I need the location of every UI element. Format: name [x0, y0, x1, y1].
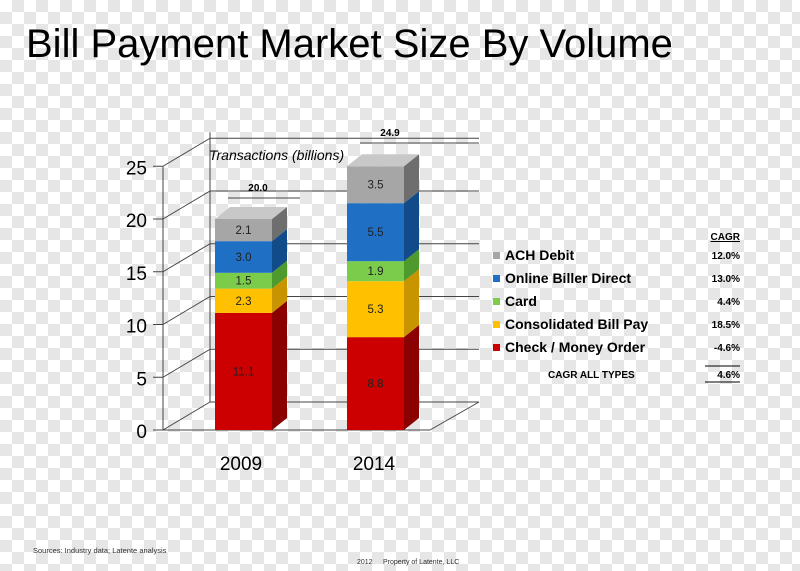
footer-year: 2012	[357, 559, 373, 566]
gridline-depth	[162, 296, 211, 325]
legend-label: ACH Debit	[505, 247, 575, 263]
y-axis: 0 5 10 15 20 25	[126, 158, 163, 443]
data-label: 3.0	[236, 252, 252, 264]
bar-segment	[347, 281, 404, 338]
gridline-depth	[162, 137, 211, 167]
gridline-depth	[162, 348, 211, 378]
y-tick-label: 0	[136, 422, 147, 443]
chart-annotation: Transactions (billions)	[209, 147, 344, 163]
cagr-value: 12.0%	[712, 251, 740, 262]
footer-sources: Sources: Industry data; Latente analysis	[33, 546, 167, 555]
data-label: 1.5	[236, 276, 252, 288]
data-label: 1.9	[368, 266, 384, 278]
bar-segment-side	[404, 154, 419, 204]
bars: 11.1 2.3 1.5 3.0 2.1 20.0 8.8 5.3 1.9 5.5 3.5 24.9	[215, 128, 479, 430]
legend-swatch	[493, 298, 500, 305]
bar-segment	[347, 337, 404, 430]
legend-label: Consolidated Bill Pay	[505, 316, 648, 332]
bar-segment-side	[404, 269, 419, 338]
cagr-header: CAGR	[711, 232, 741, 243]
bar-segment	[215, 312, 272, 430]
bar-segment	[347, 261, 404, 282]
floor-right-edge	[429, 401, 480, 431]
data-label: 2.1	[236, 225, 252, 237]
chart-frame	[162, 132, 480, 431]
cagr-all-label: CAGR ALL TYPES	[548, 370, 635, 381]
data-label: 2.3	[236, 296, 252, 308]
legend: CAGR ACH Debit 12.0% Online Biller Direct 13…	[493, 232, 741, 383]
bar-segment	[347, 203, 404, 262]
data-label: 8.8	[368, 379, 384, 391]
x-axis: 2009 2014	[220, 454, 396, 475]
bar-top	[347, 154, 419, 167]
bar-segment-side	[272, 276, 287, 313]
bar-segment-side	[272, 260, 287, 289]
data-label: 5.5	[368, 227, 384, 239]
legend-label: Check / Money Order	[505, 339, 646, 355]
bar-segment	[215, 241, 272, 273]
total-label: 24.9	[380, 128, 400, 139]
footer-property: Property of Latente, LLC	[383, 559, 459, 566]
x-tick-label: 2009	[220, 454, 262, 475]
legend-label: Card	[505, 293, 537, 309]
gridline-depth	[162, 190, 211, 220]
bar-segment	[215, 219, 272, 242]
bar-segment	[347, 166, 404, 204]
y-tick-label: 5	[136, 369, 147, 390]
legend-label: Online Biller Direct	[505, 270, 631, 286]
data-label: 11.1	[233, 366, 255, 378]
bar-segment-side	[404, 325, 419, 430]
cagr-value: 4.4%	[717, 297, 740, 308]
legend-swatch	[493, 252, 500, 259]
cagr-value: 13.0%	[712, 274, 740, 285]
gridline-depth	[162, 401, 211, 431]
y-tick-label: 20	[126, 211, 147, 232]
cagr-value: -4.6%	[714, 343, 740, 354]
y-tick-label: 25	[126, 158, 147, 179]
bar-segment	[215, 272, 272, 289]
bar-segment	[215, 288, 272, 313]
data-label: 5.3	[368, 304, 384, 316]
chart-title: Bill Payment Market Size By Volume	[26, 22, 673, 66]
legend-swatch	[493, 275, 500, 282]
bar-segment-side	[404, 249, 419, 282]
total-label: 20.0	[248, 183, 268, 194]
data-label: 3.5	[368, 180, 384, 192]
bar-top	[215, 207, 287, 219]
legend-swatch	[493, 344, 500, 351]
y-tick-label: 10	[126, 317, 147, 338]
gridline-depth	[162, 243, 211, 273]
legend-swatch	[493, 321, 500, 328]
bar-segment-side	[404, 191, 419, 262]
bar-segment-side	[272, 207, 287, 242]
bar-segment-side	[272, 229, 287, 273]
bar-segment-side	[272, 300, 287, 430]
y-tick-label: 15	[126, 264, 147, 285]
x-tick-label: 2014	[353, 454, 396, 475]
cagr-value: 18.5%	[712, 320, 740, 331]
cagr-all-value: 4.6%	[717, 370, 740, 381]
